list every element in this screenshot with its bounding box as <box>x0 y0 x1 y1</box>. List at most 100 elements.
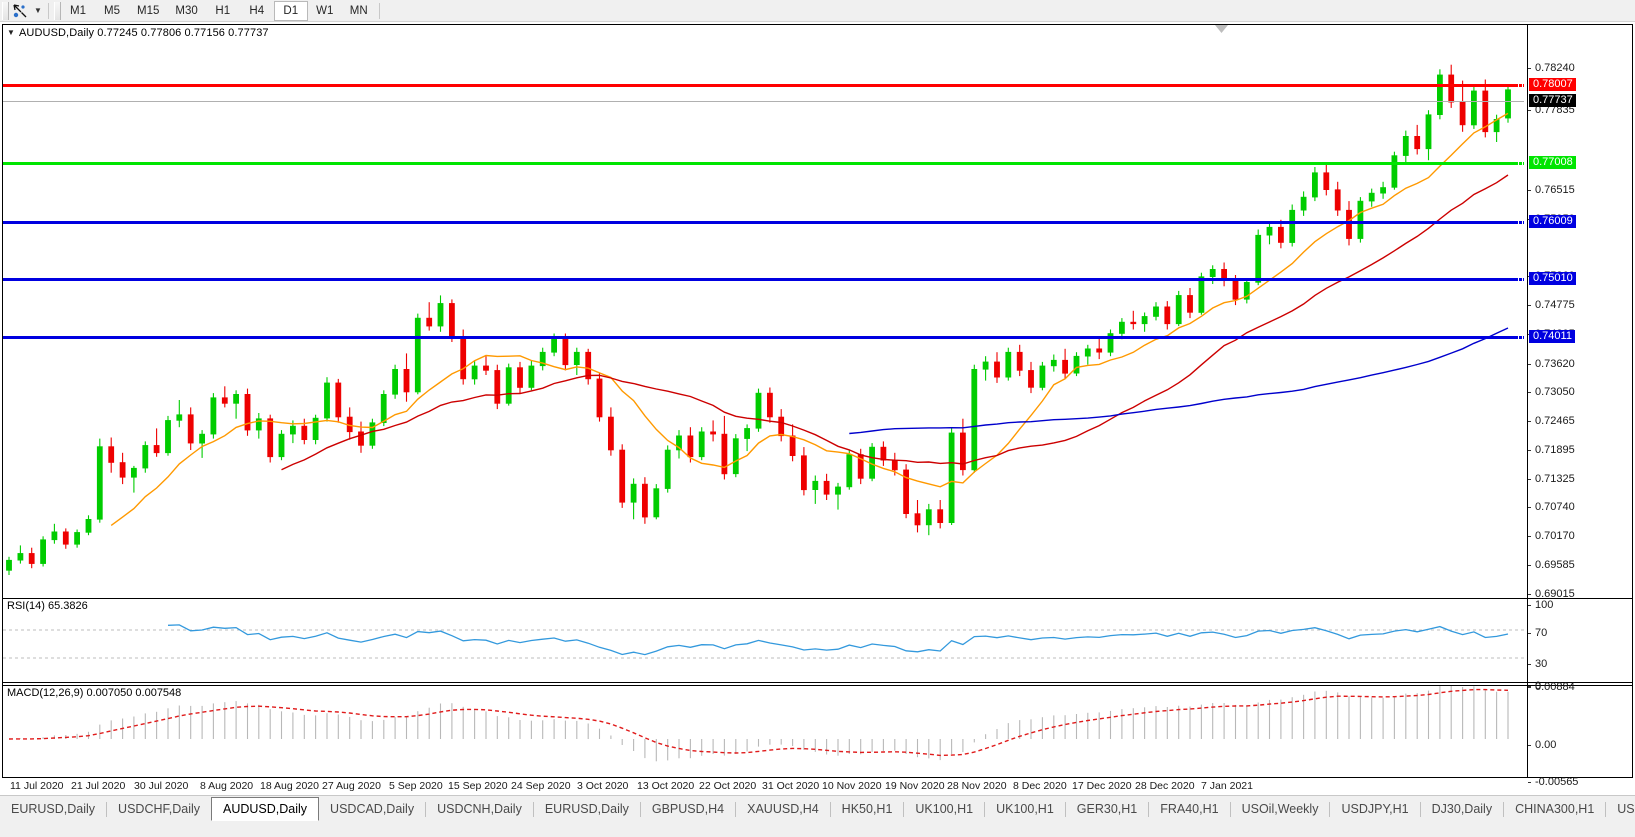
support-line-blue-1-handle[interactable] <box>1518 220 1523 225</box>
support-line-green[interactable] <box>3 162 1524 165</box>
tab-divider <box>829 802 831 817</box>
candle-body <box>1039 365 1046 388</box>
chart-tab-uk100-h1[interactable]: UK100,H1 <box>996 802 1054 816</box>
support-line-green-handle[interactable] <box>1518 161 1523 166</box>
candle-body <box>846 454 853 488</box>
chart-tab-ger30-h1[interactable]: GER30,H1 <box>1076 802 1138 816</box>
chart-tab-fra40-h1[interactable]: FRA40,H1 <box>1160 802 1219 816</box>
chart-tab-china300-h1[interactable]: CHINA300,H1 <box>1515 802 1595 816</box>
time-axis-label: 7 Jan 2021 <box>1201 780 1253 792</box>
time-axis-label: 30 Jul 2020 <box>134 780 189 792</box>
timeframe-button-h1[interactable]: H1 <box>215 4 231 17</box>
tab-divider <box>903 802 905 817</box>
rsi-pane[interactable]: RSI(14) 65.3826 <box>3 598 1632 683</box>
candle-body <box>1096 348 1103 353</box>
candle-body <box>335 382 342 418</box>
chart-tab-eurusd-daily[interactable]: EURUSD,Daily <box>544 802 629 816</box>
support-line-blue-2[interactable] <box>3 278 1524 281</box>
candle-body <box>494 370 501 404</box>
chart-tab-usdchf-daily[interactable]: USDCHF,Daily <box>118 802 200 816</box>
macd-pane[interactable]: MACD(12,26,9) 0.007050 0.007548 <box>3 685 1632 777</box>
chart-tab-usdjpy-h1[interactable]: USDJPY,H1 <box>1341 802 1409 816</box>
chart-tab-usdcad-daily[interactable]: USDCAD,Daily <box>330 802 415 816</box>
chart-tab-dj30-daily[interactable]: DJ30,Daily <box>1431 802 1493 816</box>
candle-body <box>812 480 819 491</box>
chart-tab-xauusd-h4[interactable]: XAUUSD,H4 <box>747 802 819 816</box>
timeframe-grip[interactable] <box>54 1 61 20</box>
resistance-line-red-handle[interactable] <box>1518 83 1523 88</box>
chart-tab-usdcnh-daily[interactable]: USDCNH,Daily <box>437 802 522 816</box>
candle-body <box>1368 192 1375 202</box>
candle-body <box>380 393 387 423</box>
price-pane[interactable] <box>3 40 1632 596</box>
candle-body <box>914 513 921 526</box>
candle-body <box>1107 333 1114 353</box>
time-axis-label: 3 Oct 2020 <box>577 780 629 792</box>
chevron-down-icon[interactable]: ▼ <box>34 6 42 15</box>
candle-body <box>233 393 239 404</box>
time-axis-label: 8 Dec 2020 <box>1013 780 1067 792</box>
timeframe-button-m15[interactable]: M15 <box>137 4 160 17</box>
candle-body <box>880 446 887 461</box>
timeframe-button-w1[interactable]: W1 <box>316 4 334 17</box>
timeframe-button-m5[interactable]: M5 <box>104 4 120 17</box>
collapse-chevron-down-icon[interactable] <box>1215 25 1228 33</box>
time-axis-label: 22 Oct 2020 <box>699 780 757 792</box>
candle-body <box>755 392 762 429</box>
current-price-line[interactable] <box>3 101 1524 102</box>
rsi-plot <box>3 624 1524 659</box>
candle-body <box>1482 90 1489 133</box>
chart-tab-usoil[interactable]: USOil, <box>1617 802 1635 816</box>
timeframe-button-d1[interactable]: D1 <box>273 0 308 21</box>
candle-body <box>142 445 149 469</box>
support-line-blue-1[interactable] <box>3 221 1524 224</box>
timeframe-button-m30[interactable]: M30 <box>175 4 198 17</box>
chart-menu-chevron-down-icon[interactable]: ▼ <box>7 28 15 37</box>
chart-tab-audusd-daily[interactable]: AUDUSD,Daily <box>211 797 320 821</box>
resistance-line-red[interactable] <box>3 84 1524 87</box>
chart-tab-eurusd-daily[interactable]: EURUSD,Daily <box>11 802 96 816</box>
chart-tab-gbpusd-h4[interactable]: GBPUSD,H4 <box>651 802 725 816</box>
candle-body <box>551 338 557 353</box>
moving-average-ma-slow <box>849 327 1509 435</box>
toolbar-grip[interactable] <box>2 1 9 20</box>
support-line-blue-3-handle[interactable] <box>1518 335 1523 340</box>
candle-body <box>1380 187 1386 194</box>
candle-body <box>1346 209 1352 239</box>
candle-body <box>607 416 614 451</box>
candle-body <box>562 338 569 366</box>
timeframe-button-mn[interactable]: MN <box>349 4 368 17</box>
candle-body <box>1119 321 1125 334</box>
timeframe-button-h4[interactable]: H4 <box>249 4 265 17</box>
candle-body <box>1357 200 1364 239</box>
tab-divider <box>1148 802 1150 817</box>
candle-body <box>176 414 183 421</box>
chart-tab-uk100-h1[interactable]: UK100,H1 <box>915 802 974 816</box>
crosshair-cursor-icon[interactable] <box>9 1 31 21</box>
time-axis-label: 13 Oct 2020 <box>637 780 695 792</box>
candle-body <box>971 368 978 471</box>
time-axis-label: 28 Nov 2020 <box>947 780 1007 792</box>
candle-body <box>40 539 46 564</box>
time-axis-label: 24 Sep 2020 <box>511 780 571 792</box>
chart-window[interactable]: ▼ AUDUSD,Daily 0.77245 0.77806 0.77156 0… <box>2 24 1633 778</box>
chart-tab-hk50-h1[interactable]: HK50,H1 <box>841 802 893 816</box>
candle-body <box>74 532 80 545</box>
candle-body <box>62 531 69 545</box>
macd-signal-line <box>8 688 1509 757</box>
candle-body <box>903 469 909 514</box>
support-line-blue-3[interactable] <box>3 336 1524 339</box>
top-toolbar: ▼ M1 M5 M15 M30 H1 H4 D1 W1 MN <box>0 0 1635 22</box>
candle-body <box>6 559 12 571</box>
candle-body <box>800 455 807 491</box>
toolbar-divider-2 <box>378 2 380 19</box>
timeframe-button-m1[interactable]: M1 <box>70 4 86 17</box>
candle-body <box>687 435 694 458</box>
candle-body <box>1312 172 1318 198</box>
candle-body <box>153 445 160 454</box>
support-line-blue-2-handle[interactable] <box>1518 277 1523 282</box>
candle-body <box>948 432 955 523</box>
candle-body <box>1187 295 1193 313</box>
chart-tab-usoil-weekly[interactable]: USOil,Weekly <box>1241 802 1319 816</box>
candle-body <box>187 414 194 444</box>
